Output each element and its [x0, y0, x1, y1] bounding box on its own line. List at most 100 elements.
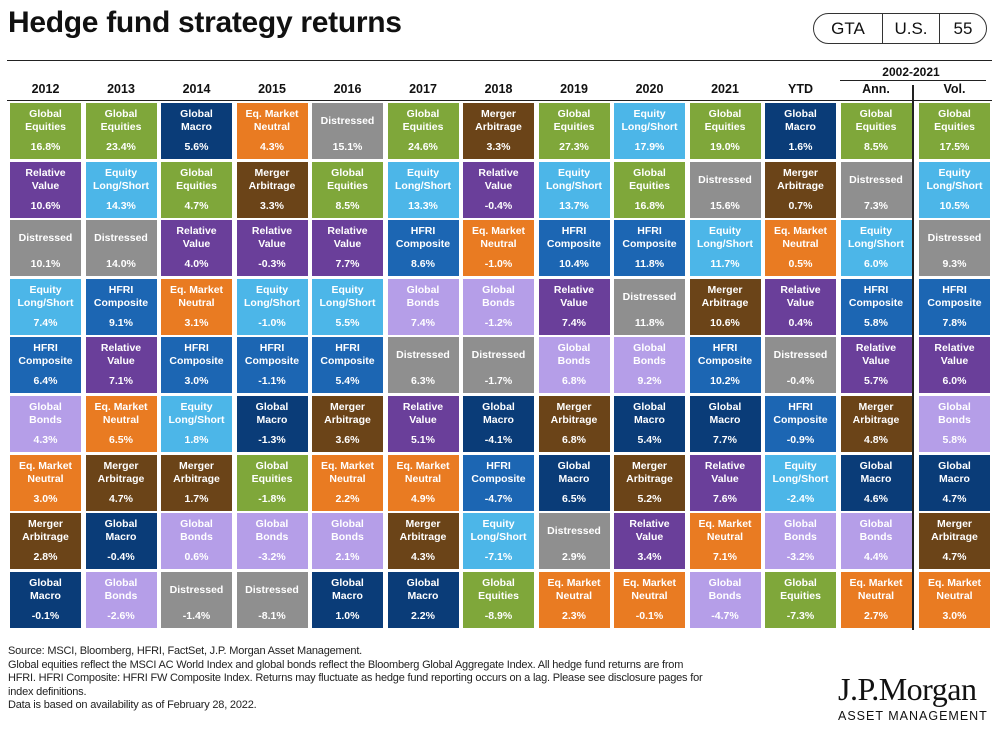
strategy-name: Global Equities [780, 576, 821, 602]
strategy-return: -8.9% [484, 609, 513, 622]
strategy-return: 2.7% [864, 609, 888, 622]
strategy-name: Merger Arbitrage [852, 401, 900, 426]
strategy-cell: Global Bonds 9.2% [614, 337, 685, 394]
strategy-return: -3.2% [258, 551, 286, 564]
strategy-cell: Equity Long/Short -7.1% [463, 513, 534, 570]
strategy-name: Equity Long/Short [546, 166, 602, 192]
strategy-return: 3.3% [260, 199, 284, 212]
strategy-name: HFRI Composite [622, 225, 677, 251]
strategy-name: Equity Long/Short [848, 225, 904, 251]
strategy-return: 16.8% [634, 199, 665, 212]
strategy-cell: Equity Long/Short -1.0% [236, 278, 308, 335]
strategy-cell: Relative Value -0.4% [463, 161, 534, 218]
strategy-return: -1.2% [484, 316, 513, 329]
strategy-name: Global Macro [255, 401, 289, 426]
strategy-name: Distressed [927, 232, 982, 245]
strategy-name: Eq. Market Neutral [698, 518, 752, 544]
strategy-cell: Merger Arbitrage 1.7% [161, 454, 232, 511]
strategy-name: Merger Arbitrage [475, 108, 522, 133]
strategy-cell: Merger Arbitrage 4.8% [840, 396, 912, 452]
strategy-return: 7.6% [713, 492, 737, 505]
strategy-name: Equity Long/Short [926, 166, 983, 192]
strategy-return: -1.0% [258, 316, 286, 329]
strategy-name: Distressed [245, 583, 299, 596]
column-header-ytd: YTD [788, 82, 813, 96]
strategy-cell: Relative Value 5.7% [840, 337, 912, 394]
strategy-return: -8.1% [258, 609, 286, 622]
strategy-name: Global Bonds [104, 576, 138, 602]
strategy-cell: Global Equities -1.8% [236, 454, 308, 511]
strategy-name: Relative Value [478, 166, 519, 192]
column-header-2021: 2021 [711, 82, 739, 96]
strategy-name: Merger Arbitrage [626, 459, 673, 485]
strategy-name: HFRI Composite [395, 225, 451, 251]
footnotes: Source: MSCI, Bloomberg, HFRI, FactSet, … [8, 645, 808, 713]
strategy-return: 1.8% [184, 434, 209, 446]
strategy-name: Merger Arbitrage [22, 518, 69, 544]
strategy-name: Relative Value [251, 225, 293, 251]
strategy-name: Eq. Market Neutral [622, 576, 677, 602]
strategy-return: 8.5% [335, 199, 360, 212]
strategy-return: 6.4% [33, 375, 58, 388]
strategy-return: 14.3% [106, 199, 136, 212]
strategy-name: Global Bonds [406, 283, 440, 309]
strategy-name: Relative Value [934, 342, 975, 368]
page-badge: GTA U.S. 55 [813, 13, 987, 44]
footnote-date: Data is based on availability as of Febr… [8, 699, 257, 711]
strategy-cell: Eq. Market Neutral -0.1% [614, 571, 685, 628]
strategy-return: 8.6% [411, 258, 435, 271]
strategy-name: HFRI Composite [773, 401, 828, 426]
strategy-cell: Global Equities 19.0% [689, 103, 761, 159]
strategy-return: 15.6% [710, 199, 740, 212]
strategy-cell: Distressed -8.1% [236, 571, 308, 628]
strategy-name: Equity Long/Short [621, 108, 678, 133]
strategy-cell: Merger Arbitrage 3.3% [463, 103, 534, 159]
strategy-name: Global Macro [859, 459, 893, 485]
strategy-return: 2.2% [335, 492, 360, 505]
strategy-return: 17.9% [634, 141, 665, 153]
strategy-return: -1.3% [258, 434, 286, 446]
strategy-cell: Distressed -1.4% [161, 571, 232, 628]
strategy-name: Distressed [169, 583, 224, 596]
strategy-cell: Merger Arbitrage 10.6% [689, 278, 761, 335]
strategy-return: 23.4% [106, 141, 136, 153]
column-header-2013: 2013 [107, 82, 135, 96]
strategy-cell: Distressed 11.8% [614, 278, 685, 335]
strategy-name: Global Bonds [633, 342, 666, 368]
title-divider [7, 60, 992, 61]
strategy-return: 4.8% [864, 434, 888, 446]
strategy-cell: Relative Value 0.4% [765, 278, 836, 335]
strategy-return: 9.3% [942, 258, 967, 271]
strategy-return: 7.4% [33, 316, 58, 329]
strategy-cell: Distressed 15.1% [312, 103, 383, 159]
strategy-cell: Eq. Market Neutral -1.0% [463, 220, 534, 277]
strategy-cell: Merger Arbitrage 5.2% [614, 454, 685, 511]
strategy-name: Relative Value [100, 342, 142, 368]
strategy-name: Global Bonds [331, 518, 364, 544]
strategy-cell: Global Macro -0.1% [10, 571, 81, 628]
vol-separator [912, 85, 914, 630]
strategy-cell: Relative Value 6.0% [919, 337, 990, 394]
strategy-name: Global Bonds [255, 518, 289, 544]
strategy-name: Relative Value [176, 225, 217, 251]
strategy-return: 0.6% [184, 551, 209, 564]
strategy-cell: Relative Value -0.3% [236, 220, 308, 277]
strategy-name: Equity Long/Short [395, 166, 451, 192]
strategy-cell: Global Macro 1.0% [312, 571, 383, 628]
range-header-divider [840, 80, 986, 81]
strategy-cell: Relative Value 7.4% [538, 278, 610, 335]
strategy-cell: Global Equities 16.8% [10, 103, 81, 159]
strategy-cell: Relative Value 7.7% [312, 220, 383, 277]
strategy-name: Eq. Market Neutral [849, 576, 903, 602]
strategy-name: Distressed [698, 173, 752, 186]
badge-page-number: 55 [953, 18, 973, 38]
strategy-name: HFRI Composite [244, 342, 300, 368]
strategy-return: -2.4% [786, 492, 815, 505]
strategy-return: -4.1% [484, 434, 513, 446]
strategy-name: Global Macro [180, 108, 213, 133]
strategy-name: HFRI Composite [93, 283, 149, 309]
strategy-name: Merger Arbitrage [777, 166, 824, 192]
strategy-return: 9.1% [109, 316, 133, 329]
strategy-cell: Global Bonds -1.2% [463, 278, 534, 335]
strategy-name: Eq. Market Neutral [547, 576, 601, 602]
